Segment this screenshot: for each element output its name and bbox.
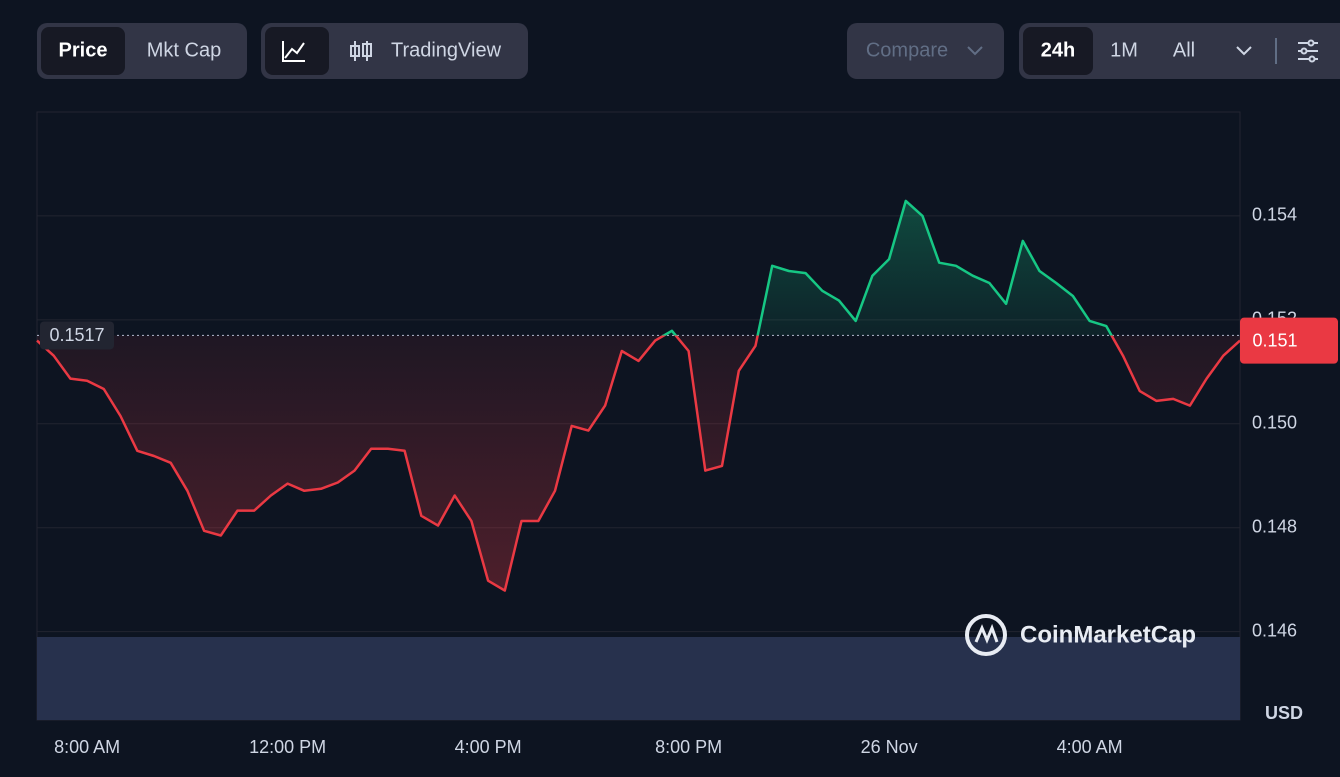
x-tick-label: 8:00 AM <box>54 737 120 757</box>
price-badge-label: 0.151 <box>1252 330 1297 350</box>
y-tick-label: 0.150 <box>1252 413 1297 433</box>
y-tick-label: 0.148 <box>1252 516 1297 536</box>
chevron <box>967 46 983 56</box>
x-tick-label: 12:00 PM <box>249 737 326 757</box>
reference-badge <box>40 321 114 350</box>
reference-label: 0.1517 <box>49 325 104 345</box>
line-chart-button[interactable] <box>265 27 329 75</box>
range-button[interactable]: 1M <box>1110 39 1138 61</box>
range-button[interactable]: 24h <box>1041 39 1075 61</box>
x-tick-label: 26 Nov <box>861 737 918 757</box>
line-icon <box>282 41 305 62</box>
x-tick-label: 4:00 AM <box>1057 737 1123 757</box>
active-range[interactable] <box>1023 27 1093 75</box>
candle-icon <box>350 41 372 61</box>
watermark-text: CoinMarketCap <box>1020 621 1196 648</box>
settings-icon[interactable] <box>1298 39 1318 63</box>
price-line <box>36 199 1241 592</box>
y-tick-label: 0.154 <box>1252 205 1297 225</box>
x-tick-label: 8:00 PM <box>655 737 722 757</box>
active-tab[interactable] <box>41 27 125 75</box>
y-tick-label: 0.146 <box>1252 620 1297 640</box>
price-badge <box>1240 317 1338 364</box>
price-tab[interactable]: Price <box>59 39 108 61</box>
range-chevron[interactable] <box>1236 46 1252 56</box>
compare-button[interactable]: Compare <box>866 39 948 61</box>
range-button[interactable]: All <box>1173 39 1195 61</box>
tradingview-button[interactable]: TradingView <box>391 39 502 61</box>
volume-band <box>37 637 1240 720</box>
watermark: CoinMarketCap <box>965 614 1196 656</box>
price-area <box>37 200 1240 591</box>
range-group <box>1019 23 1340 79</box>
mktcap-tab[interactable]: Mkt Cap <box>147 39 221 61</box>
compare-button-bg[interactable] <box>847 23 1004 79</box>
x-tick-label: 4:00 PM <box>455 737 522 757</box>
y-axis-label: USD <box>1265 703 1303 723</box>
